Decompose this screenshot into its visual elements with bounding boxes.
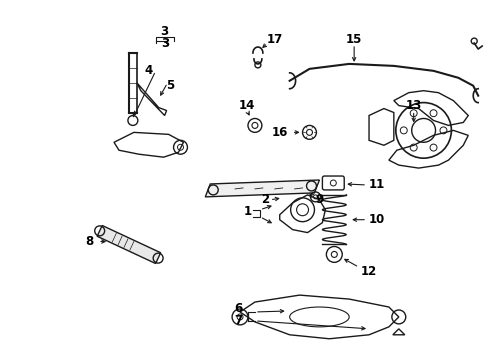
Text: 6: 6 bbox=[234, 302, 242, 315]
Text: 1: 1 bbox=[244, 205, 252, 218]
Text: 2: 2 bbox=[261, 193, 269, 206]
Text: 5: 5 bbox=[167, 79, 175, 92]
Text: 15: 15 bbox=[346, 33, 362, 46]
Text: 3: 3 bbox=[162, 37, 170, 50]
Text: 11: 11 bbox=[369, 179, 385, 192]
Text: 8: 8 bbox=[85, 235, 93, 248]
Text: 14: 14 bbox=[239, 99, 255, 112]
Polygon shape bbox=[205, 180, 319, 197]
Text: 4: 4 bbox=[145, 64, 153, 77]
Text: 9: 9 bbox=[315, 193, 323, 206]
Text: 16: 16 bbox=[271, 126, 288, 139]
Text: 10: 10 bbox=[369, 213, 385, 226]
Text: 13: 13 bbox=[406, 99, 422, 112]
Text: 7: 7 bbox=[234, 314, 242, 327]
Text: 3: 3 bbox=[161, 24, 169, 38]
Text: 12: 12 bbox=[361, 265, 377, 278]
Text: 17: 17 bbox=[267, 33, 283, 46]
Polygon shape bbox=[97, 225, 161, 264]
